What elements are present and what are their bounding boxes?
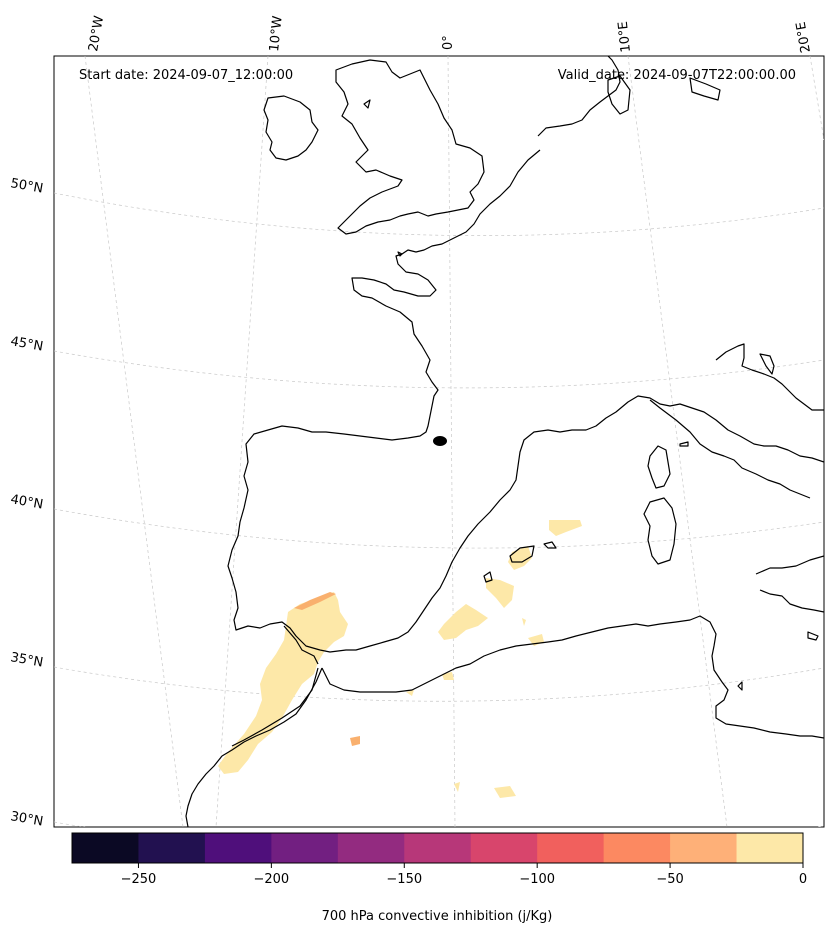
coast-ireland (263, 95, 319, 161)
cin-area-balearic (508, 546, 532, 570)
colorbar-segment (204, 833, 272, 863)
lat-label-50n: 50°N (9, 176, 44, 196)
cin-area-algeria-coast (438, 604, 488, 640)
colorbar-segment (138, 833, 206, 863)
colorbar-label: 700 hPa convective inhibition (j/Kg) (322, 909, 553, 924)
meridian-20e (809, 56, 824, 141)
coast-morocco (185, 667, 323, 827)
coast-mallorca (509, 545, 535, 563)
lon-label-20e: 20°E (794, 21, 814, 54)
coast-adriatic (715, 343, 824, 411)
colorbar-tick-label: −200 (254, 872, 290, 887)
coast-islet-2 (807, 631, 819, 641)
coast-north-sea-east (537, 56, 621, 137)
lon-label-0: 0° (441, 35, 456, 50)
colorbar: −250 −200 −150 −100 −50 0 700 hPa convective … (71, 832, 807, 924)
coast-france-channel (227, 149, 824, 653)
graticule (54, 56, 824, 827)
meridian-0 (447, 56, 456, 827)
coast-islet-3 (679, 441, 689, 447)
colorbar-ticks: −250 −200 −150 −100 −50 0 (121, 863, 807, 887)
lon-labels: 20°W 10°W 0° 10°E 20°E (86, 15, 814, 54)
coast-channel-island (397, 251, 403, 257)
cin-marker (433, 436, 447, 446)
cin-area-moderate (350, 736, 360, 746)
cin-area-south-1 (454, 782, 460, 792)
lon-label-10e: 10°E (616, 20, 634, 53)
colorbar-frame (71, 832, 804, 864)
cin-area-south-2 (494, 786, 516, 798)
lat-label-35n: 35°N (9, 650, 44, 670)
lon-label-10w: 10°W (267, 15, 286, 52)
colorbar-segments (72, 833, 804, 863)
colorbar-segment (470, 833, 538, 863)
coast-italy-heel (759, 589, 824, 613)
border-algeria-morocco (231, 667, 319, 747)
colorbar-tick-label: 0 (799, 872, 807, 887)
parallel-45n (54, 350, 824, 389)
colorbar-segment (337, 833, 405, 863)
coast-uk-island (363, 99, 371, 109)
coast-north-africa (321, 615, 824, 739)
coast-sicily (755, 555, 824, 575)
colorbar-segment (670, 833, 738, 863)
colorbar-segment (271, 833, 339, 863)
coast-ibiza (483, 571, 493, 583)
cin-field (218, 436, 582, 798)
coast-sardinia (643, 497, 677, 565)
start-date-label: Start date: 2024-09-07_12:00:00 (79, 68, 293, 83)
parallel-35n (54, 666, 824, 702)
colorbar-segment (603, 833, 671, 863)
lat-label-45n: 45°N (9, 334, 44, 354)
valid-date-label: Valid_date: 2024-09-07T22:00:00.00 (558, 68, 796, 83)
coast-islet-1 (737, 681, 743, 691)
cin-area-sea-1 (486, 578, 514, 608)
coast-great-britain (335, 59, 485, 235)
colorbar-tick-label: −250 (121, 872, 157, 887)
colorbar-tick-label: −100 (519, 872, 555, 887)
coast-italy-west (649, 399, 811, 499)
colorbar-segment (404, 833, 472, 863)
cin-area-morocco (218, 592, 348, 774)
colorbar-segment (537, 833, 605, 863)
lat-labels: 50°N 45°N 40°N 35°N 30°N (9, 176, 44, 829)
colorbar-tick-label: −50 (656, 872, 683, 887)
cin-area-sea-3 (522, 618, 526, 626)
lat-label-30n: 30°N (9, 809, 44, 829)
coast-istria (759, 353, 775, 375)
colorbar-segment (72, 833, 139, 863)
cin-area-algeria-spot (406, 690, 414, 696)
coast-baltic (689, 77, 721, 101)
coast-denmark (607, 75, 631, 115)
colorbar-segment (736, 833, 804, 863)
colorbar-tick-label: −150 (386, 872, 422, 887)
coast-corsica (647, 445, 671, 489)
coast-menorca (543, 541, 557, 549)
cin-area-balearic-north (549, 520, 582, 536)
coastlines (185, 56, 824, 827)
meridian-10w (215, 56, 269, 827)
lat-label-40n: 40°N (9, 492, 44, 512)
border-morocco (283, 625, 319, 665)
lon-label-20w: 20°W (86, 15, 107, 53)
cin-edge-morocco (294, 592, 336, 610)
